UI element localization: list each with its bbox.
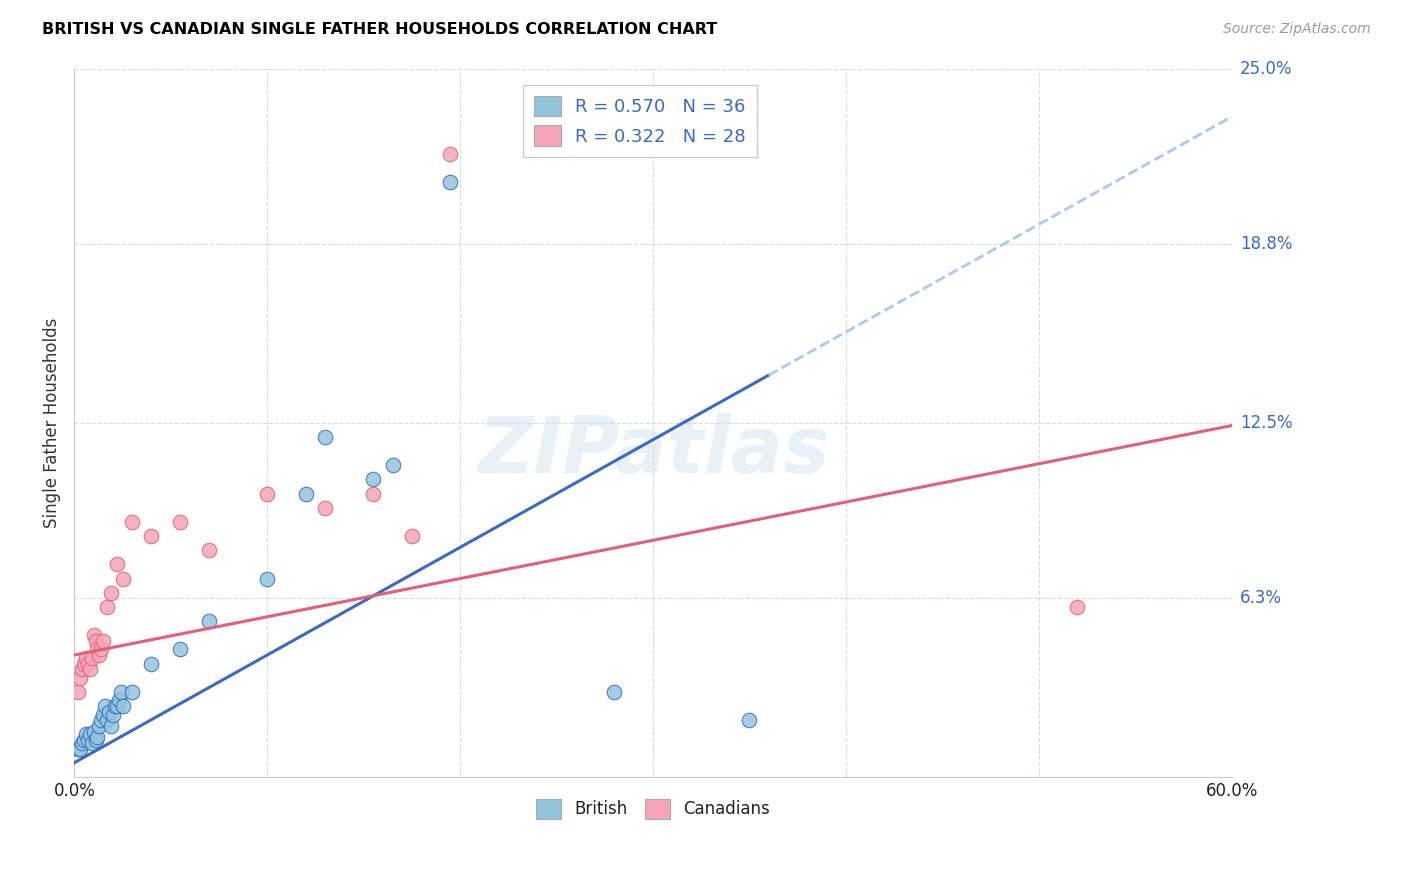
Legend: British, Canadians: British, Canadians	[530, 793, 776, 825]
Point	[169, 515, 191, 529]
Text: 25.0%: 25.0%	[1240, 60, 1292, 78]
Point	[91, 633, 114, 648]
Point	[83, 724, 105, 739]
Y-axis label: Single Father Households: Single Father Households	[44, 318, 60, 528]
Point	[86, 642, 108, 657]
Point	[94, 699, 117, 714]
Text: 18.8%: 18.8%	[1240, 235, 1292, 253]
Point	[100, 719, 122, 733]
Point	[89, 719, 111, 733]
Point	[98, 705, 121, 719]
Point	[84, 733, 107, 747]
Point	[69, 671, 91, 685]
Point	[110, 685, 132, 699]
Text: 6.3%: 6.3%	[1240, 590, 1282, 607]
Point	[73, 657, 96, 671]
Point	[141, 529, 163, 543]
Point	[361, 472, 384, 486]
Point	[111, 572, 134, 586]
Text: ZIPatlas: ZIPatlas	[477, 413, 830, 489]
Point	[198, 614, 221, 628]
Point	[121, 515, 143, 529]
Point	[169, 642, 191, 657]
Point	[141, 657, 163, 671]
Text: BRITISH VS CANADIAN SINGLE FATHER HOUSEHOLDS CORRELATION CHART: BRITISH VS CANADIAN SINGLE FATHER HOUSEH…	[42, 22, 717, 37]
Point	[100, 585, 122, 599]
Point	[89, 648, 111, 662]
Text: 12.5%: 12.5%	[1240, 414, 1292, 432]
Point	[105, 558, 128, 572]
Point	[79, 662, 101, 676]
Point	[121, 685, 143, 699]
Point	[256, 572, 278, 586]
Text: Source: ZipAtlas.com: Source: ZipAtlas.com	[1223, 22, 1371, 37]
Point	[603, 685, 626, 699]
Point	[84, 633, 107, 648]
Point	[101, 707, 124, 722]
Point	[111, 699, 134, 714]
Point	[439, 175, 461, 189]
Point	[79, 727, 101, 741]
Point	[256, 486, 278, 500]
Point	[70, 662, 93, 676]
Point	[314, 430, 336, 444]
Point	[75, 727, 97, 741]
Point	[107, 693, 129, 707]
Point	[96, 599, 118, 614]
Point	[1066, 599, 1088, 614]
Point	[80, 651, 103, 665]
Point	[401, 529, 423, 543]
Point	[73, 733, 96, 747]
Point	[70, 736, 93, 750]
Point	[105, 699, 128, 714]
Point	[91, 707, 114, 722]
Point	[361, 486, 384, 500]
Point	[86, 730, 108, 744]
Point	[76, 657, 98, 671]
Point	[76, 733, 98, 747]
Point	[439, 146, 461, 161]
Point	[90, 713, 112, 727]
Point	[381, 458, 404, 473]
Point	[90, 642, 112, 657]
Point	[67, 685, 90, 699]
Point	[67, 741, 90, 756]
Point	[69, 741, 91, 756]
Point	[83, 628, 105, 642]
Point	[314, 500, 336, 515]
Point	[738, 713, 761, 727]
Point	[104, 699, 127, 714]
Point	[80, 736, 103, 750]
Point	[75, 651, 97, 665]
Point	[96, 713, 118, 727]
Point	[198, 543, 221, 558]
Point	[294, 486, 316, 500]
